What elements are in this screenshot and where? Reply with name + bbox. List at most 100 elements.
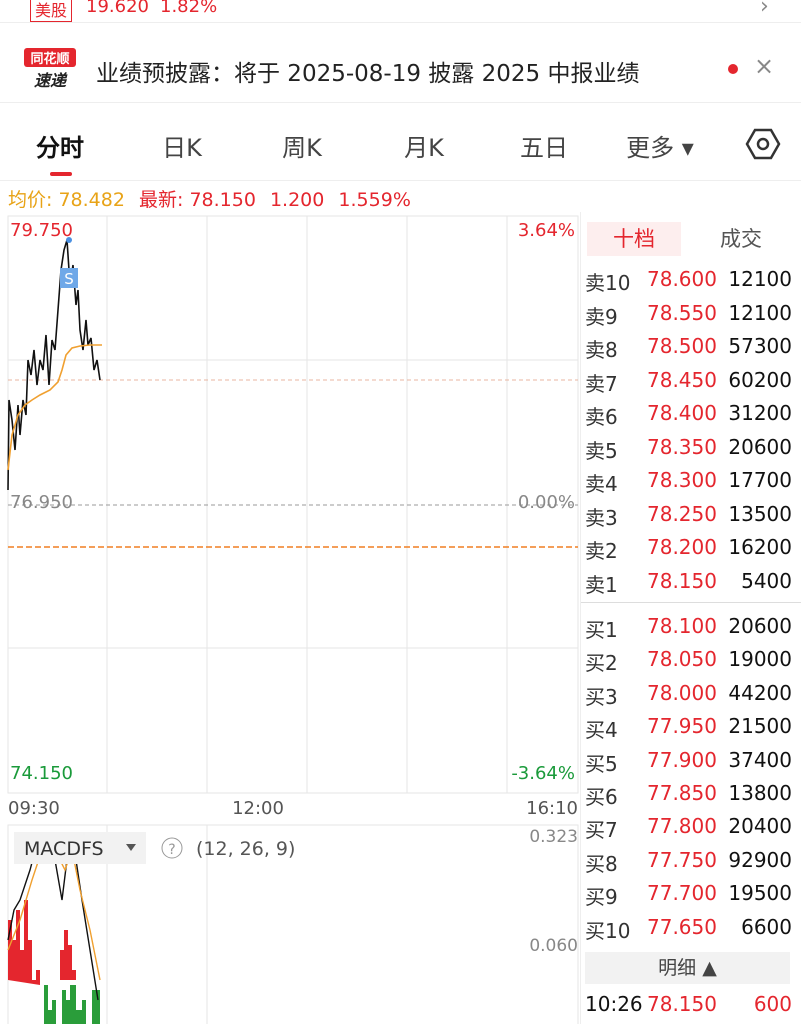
tab[interactable]: 更多 ▾ [626,134,694,162]
tab[interactable]: 日K [162,134,202,162]
level-volume: 13500 [728,501,792,526]
detail-button[interactable]: 明细 ▲ [585,952,790,984]
level-volume: 19500 [728,881,792,906]
help-icon[interactable] [161,837,183,859]
macd-bars [8,900,100,1024]
level-volume: 16200 [728,535,792,559]
detail-label: 明细 [658,957,697,979]
level-price: 78.300 [647,468,717,492]
level-volume: 44200 [728,680,792,705]
level: 卖10 [585,271,631,295]
level-price: 78.400 [647,401,717,425]
level-volume: 5400 [741,568,792,593]
tab[interactable]: 周K [282,134,322,162]
tabs: 分时 日K 周K 月K 五日 更多 ▾ [0,112,801,181]
avg-label: 均价: [8,189,53,211]
price-line [7,239,101,491]
price-low: 74.150 [10,763,73,784]
level-volume: 12100 [728,267,792,291]
notice[interactable]: 同花顺 速递 业绩预披露：将于 2025-08-19 披露 2025 中报业绩 … [0,36,801,103]
level-volume: 12100 [728,300,792,325]
level-volume: 6600 [741,914,792,939]
level-volume: 13800 [728,781,792,805]
level-price: 77.850 [647,781,717,805]
summary: 均价: 78.482 最新: 78.150 1.200 1.559% [8,185,411,212]
level-price: 77.650 [647,914,717,939]
grid [7,215,579,1024]
tab[interactable]: 月K [404,134,444,162]
top-bar[interactable]: 美股 19.620 1.82% › [0,0,801,23]
help: ? [168,842,175,858]
level-price: 77.900 [647,747,717,772]
change: 1.82% [160,0,218,17]
level: 买8 [585,851,618,876]
latest-label: 最新: [138,189,184,211]
high-dot [66,237,72,243]
tab[interactable]: 分时 [36,134,84,162]
level: 卖1 [585,572,618,597]
level-volume: 57300 [728,334,792,358]
time: 16:10 [526,798,578,819]
level-price: 78.100 [647,614,717,638]
level: 买4 [585,718,618,743]
level: 卖4 [585,472,618,496]
macd-params: (12, 26, 9) [196,838,295,860]
settings-icon[interactable] [745,126,781,162]
level-price: 78.500 [647,334,717,358]
level: 买9 [585,885,618,910]
avg-line [7,344,102,471]
logo: 同花顺 速递 [24,48,76,90]
level: 买10 [585,918,631,943]
marker-box [60,268,78,288]
level-volume: 19000 [728,647,792,672]
level: 买7 [585,818,618,843]
book-tab[interactable]: 成交 [720,227,762,251]
level: 卖3 [585,505,618,530]
level-price: 78.150 [647,568,717,593]
level-volume: 20600 [728,614,792,638]
macd-mid: 0.060 [529,936,578,956]
trade-volume: 600 [753,992,792,1016]
price: 19.620 [86,0,149,17]
level-price: 78.250 [647,501,717,526]
marker: S [64,270,74,288]
dot [728,64,738,74]
latest: 78.150 [189,189,256,211]
macd-select[interactable] [14,832,146,864]
logo-bottom: 速递 [33,71,66,90]
level-price: 78.450 [647,367,717,392]
price-high: 79.750 [10,220,73,241]
trade-price: 78.150 [647,992,717,1016]
level-price: 78.550 [647,300,717,325]
time: 12:00 [232,798,284,819]
trade-time: 10:26 [585,992,643,1016]
divider [581,602,801,603]
book-tab[interactable]: 十档 [587,222,681,256]
level-price: 77.950 [647,714,717,739]
level-volume: 17700 [728,468,792,492]
tab[interactable]: 五日 [520,134,568,162]
pct-high: 3.64% [518,220,575,241]
logo-top: 同花顺 [24,48,76,67]
time: 09:30 [8,798,60,819]
caret [126,844,136,851]
level-volume: 37400 [728,747,792,772]
order-book: 十档 成交 明细 ▲ 卖10 78.600 12100 卖9 78.550 12100 卖8… [580,212,801,1024]
level: 卖2 [585,539,618,563]
level-price: 78.350 [647,434,717,459]
pct-mid: 0.00% [518,492,575,513]
close[interactable]: × [754,52,775,80]
avg: 78.482 [58,189,125,211]
level: 买6 [585,785,618,809]
level-volume: 20600 [728,434,792,459]
macd-top: 0.323 [529,827,578,847]
level: 卖8 [585,338,618,362]
level: 买5 [585,751,618,776]
level-volume: 31200 [728,401,792,425]
level-price: 78.200 [647,535,717,559]
pct-low: -3.64% [511,763,575,784]
level-price: 77.750 [647,847,717,872]
chart: S 79.750 3.64% 76.950 0.00% 74.150 -3.64… [7,215,579,1024]
level-volume: 60200 [728,367,792,392]
